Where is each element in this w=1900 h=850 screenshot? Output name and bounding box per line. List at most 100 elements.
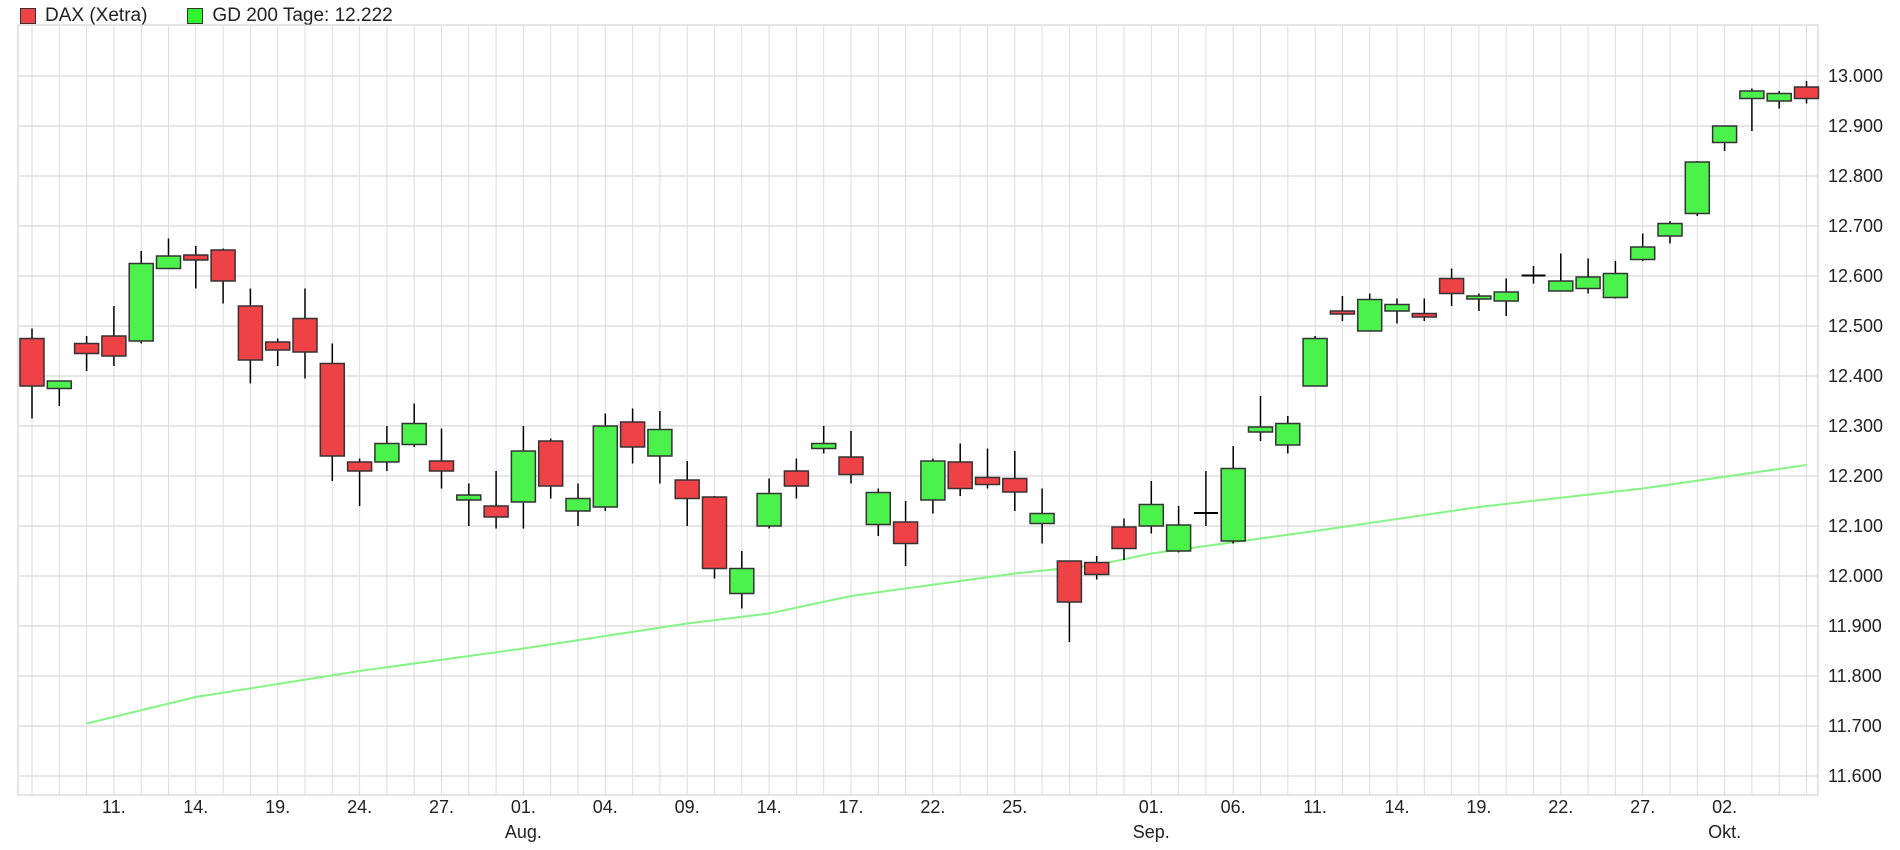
candle-body (1684, 161, 1711, 215)
candle (1548, 253, 1574, 292)
chart-legend: DAX (Xetra) GD 200 Tage: 12.222 (20, 5, 393, 27)
candle-body (1056, 560, 1083, 603)
candle-body (1438, 277, 1465, 295)
y-tick-label: 11.800 (1828, 666, 1882, 686)
candle-body (346, 461, 373, 472)
candle (647, 411, 673, 484)
candle-body (1793, 86, 1820, 100)
candle-body (1083, 561, 1110, 576)
candle (1684, 161, 1711, 216)
candle (428, 428, 455, 489)
x-tick-label: 22. (920, 797, 945, 817)
candle-body (183, 254, 209, 261)
y-tick-label: 12.600 (1828, 266, 1883, 286)
x-tick-label: 24. (347, 797, 372, 817)
ma200-line (86, 464, 1807, 725)
candle (537, 438, 564, 499)
candle-body (1220, 467, 1246, 542)
x-month-label: Aug. (505, 822, 542, 842)
x-tick-label: 25. (1002, 797, 1027, 817)
candle-body (1111, 526, 1137, 550)
legend-item-dax: DAX (Xetra) (20, 5, 147, 27)
candle (374, 426, 400, 471)
candle-body (1711, 125, 1738, 144)
candle (292, 288, 318, 379)
candle (756, 478, 782, 529)
candle-body (974, 476, 1001, 486)
candle (1521, 266, 1546, 284)
candle (1575, 258, 1601, 294)
candle-body (674, 479, 700, 500)
candle (264, 338, 291, 366)
candle (456, 483, 482, 526)
x-tick-label: 22. (1548, 797, 1573, 817)
candle (1165, 506, 1192, 553)
candle-body (1138, 503, 1165, 527)
candle (346, 458, 373, 506)
candle-body (647, 428, 673, 457)
candle (947, 443, 973, 496)
y-tick-label: 12.400 (1828, 366, 1883, 386)
candle (1466, 293, 1492, 311)
candle (510, 426, 537, 529)
candle-body (428, 460, 455, 472)
candle (1302, 336, 1328, 387)
x-month-label: Sep. (1133, 822, 1170, 842)
y-tick-label: 11.600 (1828, 766, 1882, 786)
candle (73, 336, 100, 371)
candle (1739, 88, 1765, 131)
candle (1056, 560, 1083, 642)
y-tick-label: 12.300 (1828, 416, 1883, 436)
candle-body (101, 335, 127, 357)
candle (920, 458, 946, 514)
candle-body (729, 567, 755, 595)
y-tick-label: 12.100 (1828, 516, 1883, 536)
x-month-label: Okt. (1708, 822, 1741, 842)
candle-body (1029, 512, 1055, 525)
candle (19, 328, 45, 419)
legend-label-ma200: GD 200 Tage: 12.222 (212, 5, 393, 26)
y-tick-label: 12.500 (1828, 316, 1883, 336)
candle-body (920, 460, 946, 501)
candle-body (401, 422, 427, 446)
candle-body (947, 461, 973, 490)
x-tick-label: 01. (1139, 797, 1164, 817)
candle-body (292, 317, 318, 353)
candle-body (1575, 276, 1601, 290)
candle (1275, 416, 1301, 454)
candle (1602, 261, 1629, 299)
candle (483, 471, 509, 529)
candle (155, 238, 182, 270)
candle-body (1275, 422, 1301, 446)
candle (1083, 556, 1110, 580)
candle (701, 496, 728, 579)
legend-swatch-dax (20, 8, 36, 24)
candle-body (483, 505, 509, 518)
x-tick-label: 02. (1712, 797, 1737, 817)
y-tick-label: 12.700 (1828, 216, 1883, 236)
y-tick-label: 12.000 (1828, 566, 1883, 586)
candle (565, 483, 591, 526)
x-tick-label: 09. (675, 797, 700, 817)
candle (401, 403, 427, 447)
legend-label-dax: DAX (Xetra) (45, 5, 148, 26)
candle-body (1766, 92, 1792, 102)
candle-body (510, 450, 537, 503)
x-tick-label: 27. (1630, 797, 1655, 817)
x-tick-label: 19. (265, 797, 290, 817)
x-tick-label: 19. (1466, 797, 1491, 817)
candle-body (155, 255, 182, 270)
candle (783, 458, 810, 499)
plot-area (17, 24, 1819, 796)
candle-body (1329, 310, 1356, 315)
candle (1220, 446, 1246, 544)
candle-body (1657, 222, 1683, 237)
candle-body (810, 442, 837, 450)
candle-body (1411, 312, 1438, 318)
candle (1329, 296, 1356, 321)
candle (319, 343, 346, 481)
candle (1411, 298, 1438, 321)
candle (1766, 91, 1792, 109)
candle-body (565, 497, 591, 512)
